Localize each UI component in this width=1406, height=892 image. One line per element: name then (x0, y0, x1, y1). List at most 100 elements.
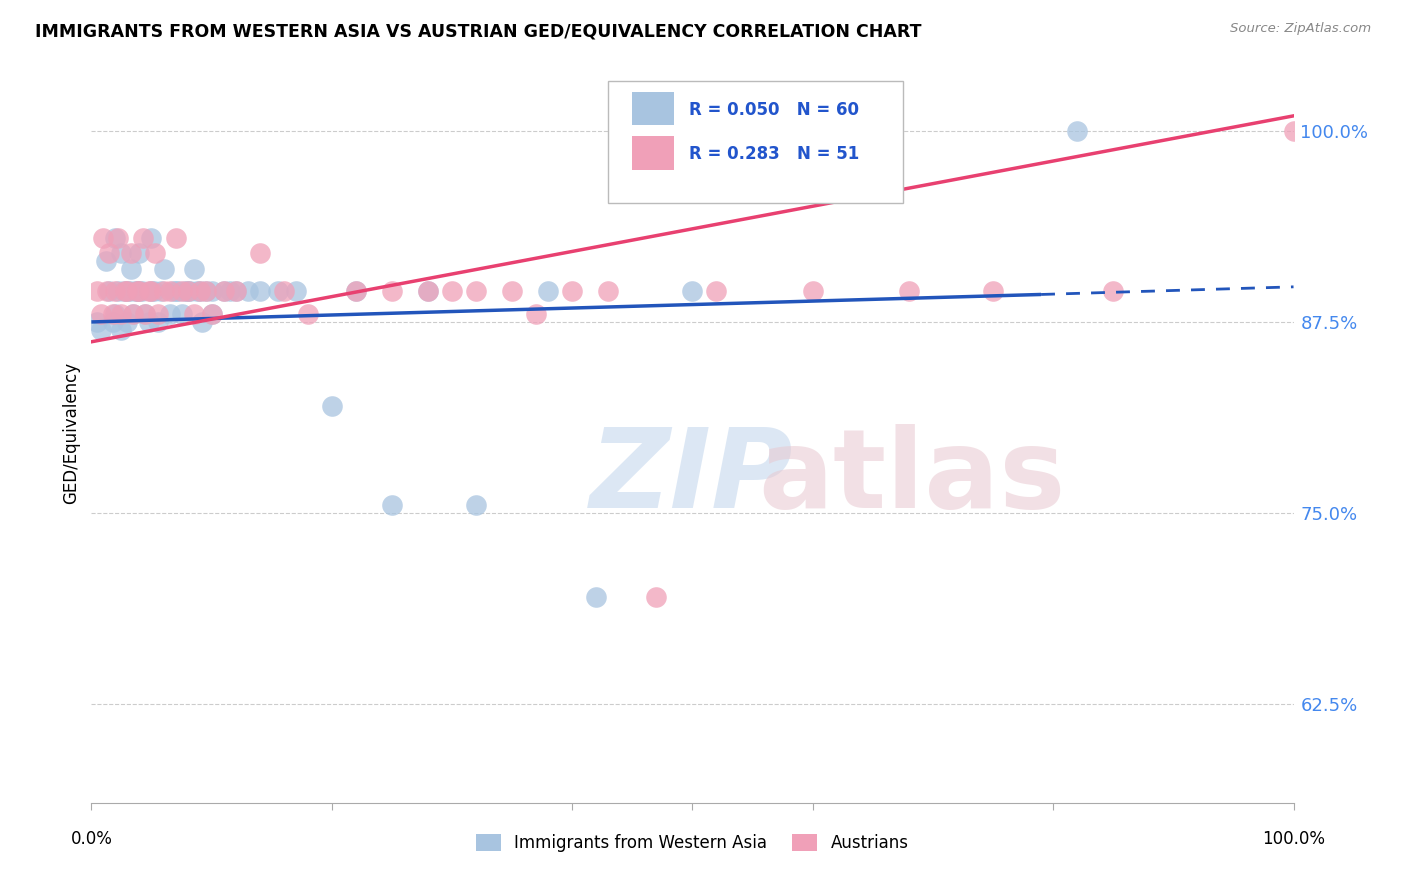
Point (170, 285, 193, 299)
Point (117, 315, 139, 329)
Point (218, 285, 240, 299)
Point (104, 285, 127, 299)
Point (110, 246, 132, 260)
Point (598, 285, 620, 299)
Point (122, 307, 145, 321)
Point (194, 285, 217, 299)
Point (143, 246, 166, 260)
Point (249, 285, 271, 299)
Point (142, 285, 165, 299)
Point (1102, 285, 1125, 299)
Point (141, 231, 163, 245)
Point (183, 307, 205, 321)
Point (801, 285, 824, 299)
Point (191, 315, 214, 329)
Point (273, 285, 295, 299)
Point (416, 285, 439, 299)
Point (138, 315, 160, 329)
Text: 100.0%: 100.0% (1263, 830, 1324, 848)
Point (125, 285, 148, 299)
Point (537, 285, 560, 299)
Point (98, 246, 121, 260)
Point (165, 231, 187, 245)
Text: atlas: atlas (759, 424, 1066, 531)
Point (381, 498, 404, 512)
Point (150, 285, 173, 299)
Point (344, 285, 367, 299)
Point (159, 285, 181, 299)
Point (128, 246, 150, 260)
Text: 0.0%: 0.0% (70, 830, 112, 848)
Point (344, 285, 367, 299)
Point (165, 285, 187, 299)
Point (152, 261, 174, 276)
Point (188, 285, 211, 299)
Point (981, 285, 1004, 299)
Y-axis label: GED/Equivalency: GED/Equivalency (62, 361, 80, 504)
Point (176, 285, 198, 299)
Point (162, 285, 184, 299)
Point (645, 590, 668, 604)
Point (297, 307, 319, 321)
Point (225, 285, 247, 299)
Point (138, 285, 160, 299)
Point (101, 307, 124, 321)
Point (561, 285, 583, 299)
Legend: Immigrants from Western Asia, Austrians: Immigrants from Western Asia, Austrians (471, 830, 914, 857)
Point (141, 285, 163, 299)
Point (183, 261, 205, 276)
Point (440, 285, 463, 299)
Point (114, 285, 136, 299)
Point (117, 285, 139, 299)
Point (897, 285, 920, 299)
Point (110, 322, 132, 336)
Bar (633, 136, 675, 169)
Point (236, 285, 259, 299)
Point (201, 285, 224, 299)
Point (146, 307, 169, 321)
Point (159, 307, 181, 321)
Point (465, 285, 488, 299)
Point (112, 285, 135, 299)
Point (1066, 124, 1088, 138)
Point (141, 285, 163, 299)
Point (86, 285, 108, 299)
Point (170, 307, 193, 321)
Point (167, 285, 190, 299)
Text: IMMIGRANTS FROM WESTERN ASIA VS AUSTRIAN GED/EQUIVALENCY CORRELATION CHART: IMMIGRANTS FROM WESTERN ASIA VS AUSTRIAN… (35, 22, 922, 40)
Text: ZIP: ZIP (591, 424, 794, 531)
Point (94, 253, 117, 268)
Point (681, 285, 703, 299)
Point (128, 285, 150, 299)
Point (416, 285, 439, 299)
Point (118, 285, 141, 299)
Point (120, 246, 142, 260)
Point (90, 322, 112, 336)
Point (174, 285, 197, 299)
Point (188, 285, 211, 299)
Point (381, 285, 404, 299)
Bar (633, 92, 675, 126)
Point (128, 285, 150, 299)
Point (107, 285, 129, 299)
Point (585, 590, 607, 604)
Point (134, 307, 156, 321)
Point (194, 285, 217, 299)
Point (284, 285, 307, 299)
Point (212, 285, 235, 299)
Point (152, 285, 174, 299)
Point (90, 307, 112, 321)
Point (201, 307, 224, 321)
Point (132, 231, 155, 245)
Point (131, 285, 153, 299)
Point (120, 261, 142, 276)
Point (86, 315, 108, 329)
Point (706, 285, 728, 299)
FancyBboxPatch shape (609, 81, 903, 203)
Point (465, 498, 488, 512)
Point (225, 285, 247, 299)
Point (1282, 124, 1305, 138)
Point (101, 315, 124, 329)
Point (117, 285, 139, 299)
Point (201, 307, 224, 321)
